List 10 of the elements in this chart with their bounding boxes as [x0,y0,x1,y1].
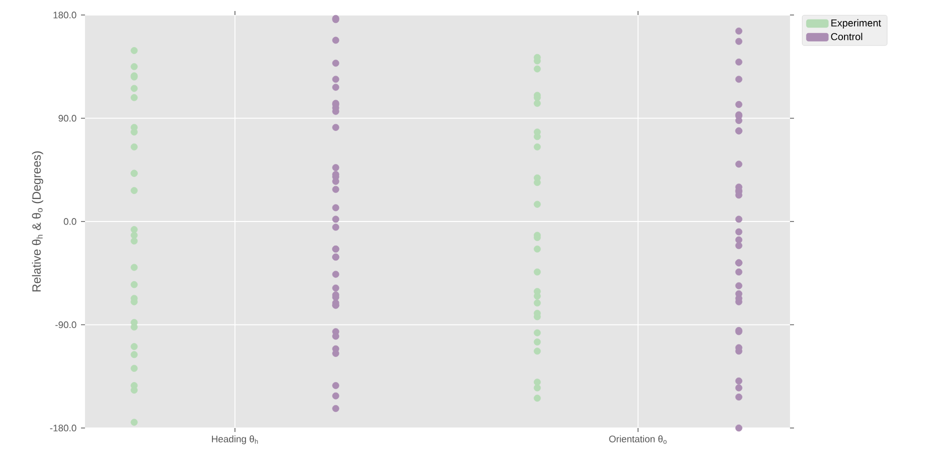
y-tick-label: 0.0 [64,218,76,225]
y-tick-label: 90.0 [58,114,76,122]
y-tick-label: -90.0 [55,321,76,328]
x-tick-label: Heading θ$_{h}$ [212,435,258,444]
legend-label: Control [831,32,862,40]
x-tick-label: Orientation θ$_{o}$ [609,435,667,444]
y-tick-label: 180.0 [54,12,76,18]
y-axis-title: Relative θ$_{h}$ & θ$_{o}$ (Degrees) [32,151,44,292]
y-tick-label: -180.0 [50,424,76,432]
legend-label: Experiment [831,19,882,29]
